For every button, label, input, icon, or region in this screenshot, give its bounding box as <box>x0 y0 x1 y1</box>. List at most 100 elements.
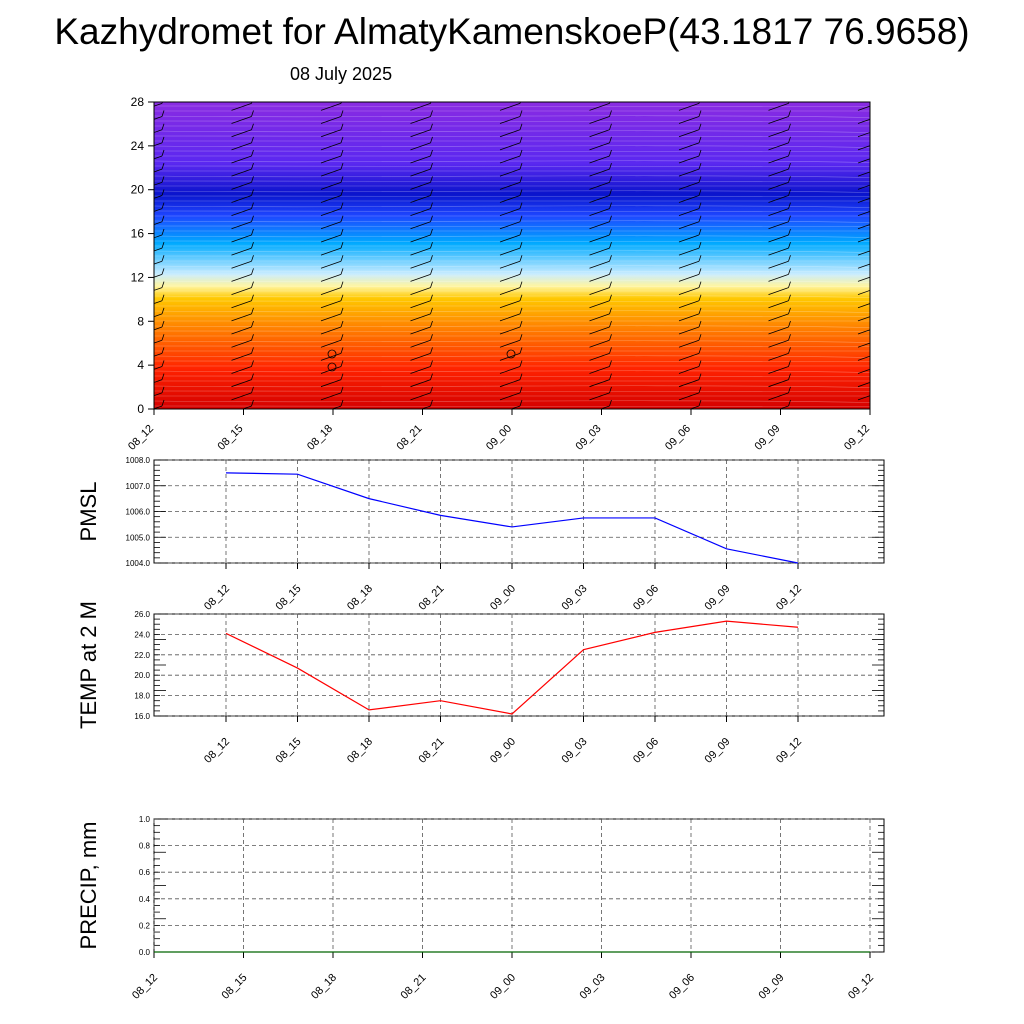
wind-barb-flag <box>430 176 433 183</box>
wind-barb-flag <box>161 360 165 367</box>
wind-barb <box>589 274 610 282</box>
wind-barb <box>499 103 521 111</box>
wind-barb-flag <box>251 255 254 262</box>
wind-barb-flag <box>161 255 165 262</box>
wind-barb-flag <box>161 163 165 170</box>
wind-barb <box>857 211 870 217</box>
wind-barb-flag <box>340 320 344 328</box>
wind-barb-flag <box>788 294 791 301</box>
x-tick-label: 09_09 <box>703 736 733 766</box>
wind-barb <box>857 276 870 282</box>
wind-barb <box>589 366 610 374</box>
wind-barb-flag <box>430 399 433 407</box>
wind-barb <box>154 116 163 120</box>
y-tick-label: 1007.0 <box>126 482 151 491</box>
wind-barb-flag <box>878 97 880 103</box>
wind-barb <box>589 392 610 401</box>
wind-barb <box>857 329 870 335</box>
wind-barb <box>857 224 870 230</box>
wind-barb-flag <box>609 123 612 130</box>
wind-barb <box>231 168 252 177</box>
wind-barb <box>768 274 789 282</box>
wind-barb-flag <box>161 399 165 407</box>
wind-barb <box>589 352 610 361</box>
wind-barb-flag <box>251 123 254 130</box>
wind-barb <box>857 395 870 401</box>
wind-barb-flag <box>519 136 523 143</box>
wind-barb <box>154 366 163 370</box>
wind-barb <box>857 250 870 256</box>
wind-barb <box>768 352 789 361</box>
wind-barb <box>589 313 610 322</box>
wind-barb-flag <box>698 281 702 288</box>
wind-barb-flag <box>519 189 523 196</box>
wind-barb-flag <box>161 110 165 117</box>
wind-barb-flag <box>430 334 433 341</box>
wind-barb <box>857 145 870 151</box>
wind-barb <box>231 366 252 374</box>
y-tick-label: 0.0 <box>139 948 151 957</box>
wind-barb <box>154 195 163 199</box>
x-tick-label: 08_18 <box>309 972 339 1002</box>
wind-barb <box>154 287 163 291</box>
wind-barb-flag <box>878 242 880 248</box>
wind-barb <box>678 116 700 124</box>
wind-barb <box>678 234 700 243</box>
wind-barb-flag <box>609 399 612 407</box>
x-tick-label: 08_15 <box>274 583 304 613</box>
wind-barb <box>154 352 163 357</box>
wind-barb-flag <box>609 360 612 367</box>
wind-barb <box>154 300 163 304</box>
wind-barb-flag <box>609 294 612 301</box>
wind-barb-flag <box>519 399 523 407</box>
wind-barb <box>499 168 521 177</box>
wind-barb-flag <box>698 255 702 262</box>
wind-barb <box>231 142 252 151</box>
wind-barb-flag <box>340 149 344 157</box>
wind-barb-flag <box>519 110 523 117</box>
wind-barb <box>778 405 789 409</box>
wind-barb-flag <box>340 281 344 288</box>
wind-barb-flag <box>609 334 612 341</box>
x-tick-label: 09_12 <box>842 423 872 453</box>
wind-barb <box>768 208 789 217</box>
y-tick-label: 0.6 <box>139 868 151 877</box>
wind-barb <box>320 221 342 230</box>
wind-barb <box>241 405 252 409</box>
wind-barb <box>410 379 431 388</box>
wind-barb-flag <box>340 268 344 275</box>
wind-barb <box>410 300 431 309</box>
wind-barb <box>589 339 610 348</box>
wind-barb-flag <box>161 347 165 354</box>
wind-barb-flag <box>519 176 523 183</box>
y-tick-label: 24 <box>131 139 145 153</box>
wind-barb <box>857 197 870 203</box>
y-tick-label: 28 <box>131 95 145 109</box>
wind-barb <box>499 181 521 190</box>
y-tick-label: 1005.0 <box>126 533 151 542</box>
wind-barb-flag <box>609 241 612 249</box>
contour-line <box>154 145 870 148</box>
y-tick-label: 26.0 <box>134 610 150 619</box>
wind-barb <box>231 221 252 230</box>
wind-barb <box>499 339 521 348</box>
wind-barb <box>420 405 431 409</box>
wind-barb <box>320 234 342 243</box>
wind-barb <box>410 181 431 190</box>
wind-barb <box>678 352 700 361</box>
wind-barb <box>231 208 252 217</box>
wind-barb <box>410 142 431 151</box>
y-tick-label: 16.0 <box>134 712 150 721</box>
wind-barb-flag <box>609 110 612 117</box>
wind-barb-flag <box>788 320 791 328</box>
wind-barb <box>589 260 610 269</box>
wind-barb-flag <box>340 215 344 222</box>
pmsl-ylabel: PMSL <box>76 482 101 542</box>
wind-barb <box>589 168 610 177</box>
x-tick-label: 08_15 <box>274 736 304 766</box>
wind-barb-flag <box>698 347 702 354</box>
wind-barb-flag <box>609 386 612 393</box>
x-tick-label: 09_09 <box>757 972 787 1002</box>
wind-barb-flag <box>251 215 254 222</box>
wind-barb-flag <box>878 321 880 327</box>
